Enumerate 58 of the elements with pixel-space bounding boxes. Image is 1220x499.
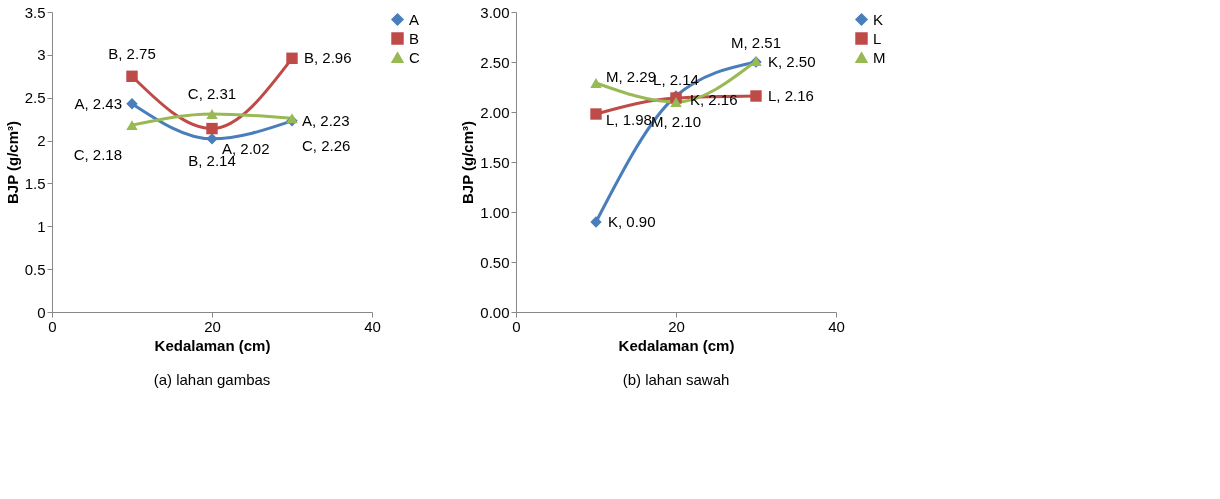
data-label: A, 2.23 — [302, 111, 350, 129]
point — [590, 108, 602, 120]
data-label: B, 2.75 — [108, 45, 156, 63]
y-tick-label: 1.00 — [480, 203, 510, 221]
data-label: M, 2.51 — [730, 34, 782, 51]
point — [670, 97, 682, 107]
y-tick-label: 1 — [37, 217, 46, 235]
data-label: K, 0.90 — [608, 213, 656, 230]
x-axis-title: Kedalaman (cm) — [154, 336, 271, 354]
y-tick-label: 0.5 — [24, 260, 46, 278]
legend-label: A — [409, 10, 420, 28]
data-label: L, 2.16 — [768, 87, 814, 104]
data-label: C, 2.26 — [302, 137, 351, 155]
y-tick-label: 2 — [37, 132, 46, 150]
y-tick-label: 3 — [37, 46, 46, 64]
point — [126, 120, 138, 131]
x-tick-label: 40 — [828, 317, 845, 335]
data-label: B, 2.96 — [304, 49, 352, 67]
y-tick-label: 3.5 — [24, 3, 46, 21]
x-tick-label: 40 — [364, 317, 381, 335]
legend-label: L — [873, 29, 882, 47]
y-tick-label: 1.5 — [24, 174, 46, 192]
point — [590, 78, 602, 88]
data-label: M, 2.10 — [650, 113, 702, 130]
point — [206, 133, 218, 145]
x-axis-title: Kedalaman (cm) — [618, 336, 735, 354]
legend-label: M — [873, 48, 886, 66]
point — [750, 90, 762, 102]
data-label: L, 1.98 — [606, 111, 652, 128]
y-axis-title: BJP (g/cm³) — [459, 120, 477, 205]
y-tick-label: 1.50 — [480, 153, 510, 171]
point — [206, 122, 218, 135]
data-label: C, 2.18 — [73, 146, 122, 164]
y-tick-label: 0.50 — [480, 253, 510, 271]
text: (b) lahan sawah — [622, 371, 730, 388]
legend-label: K — [873, 10, 884, 28]
y-tick-label: 2.5 — [24, 89, 46, 107]
legend-label: C — [409, 48, 420, 66]
point — [206, 109, 218, 119]
data-label: C, 2.31 — [187, 85, 237, 102]
x-tick-label: 20 — [204, 317, 221, 335]
x-tick-label: 20 — [668, 317, 685, 335]
y-tick-label: 2.50 — [480, 53, 510, 71]
x-tick-label: 0 — [48, 317, 57, 335]
data-label: A, 2.43 — [74, 94, 122, 112]
text: (a) lahan gambas — [153, 371, 271, 388]
y-tick-label: 0.00 — [480, 303, 510, 321]
point — [126, 98, 138, 110]
data-label: K, 2.50 — [768, 53, 816, 70]
point — [126, 70, 138, 82]
point — [590, 216, 602, 228]
y-tick-label: 3.00 — [480, 3, 510, 21]
y-axis-title: BJP (g/cm³) — [3, 120, 21, 205]
legend-label: B — [409, 29, 420, 47]
x-tick-label: 0 — [512, 317, 521, 335]
y-tick-label: 2.00 — [480, 103, 510, 121]
y-tick-label: 0 — [37, 303, 46, 321]
point — [286, 52, 298, 64]
